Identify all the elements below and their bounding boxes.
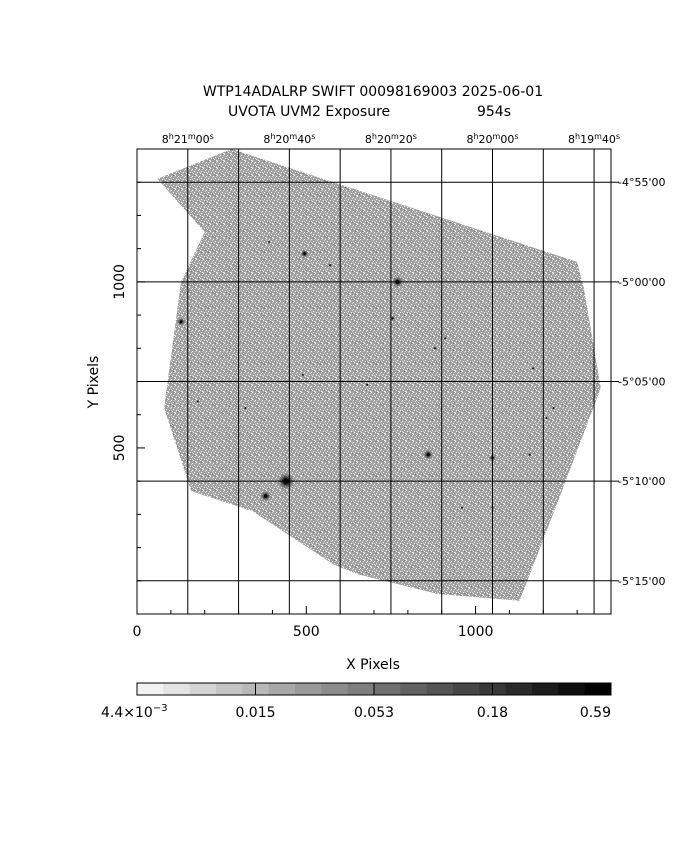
- colorbar-segment: [189, 683, 217, 695]
- y-tick-label: 500: [112, 435, 128, 462]
- x-tick-label: 0: [133, 624, 142, 640]
- source-core-19: [552, 407, 555, 409]
- chart-title-line2-right: 954s: [477, 104, 511, 120]
- colorbar-segment: [558, 683, 586, 695]
- dec-tick-label: -5°00'00: [618, 276, 666, 289]
- colorbar-label: 0.015: [235, 705, 275, 721]
- source-core-21: [302, 373, 304, 376]
- dec-tick-label: -5°10'00: [618, 475, 666, 488]
- colorbar-segment: [163, 683, 191, 695]
- colorbar-segment: [268, 683, 296, 695]
- colorbar-label: 0.053: [354, 705, 394, 721]
- ra-tick-label: 8h19m40s: [568, 132, 620, 146]
- source-core-11: [434, 347, 436, 350]
- source-core-10: [528, 453, 531, 456]
- image-layer: [157, 149, 601, 601]
- colorbar-segment: [374, 683, 401, 695]
- source-core-13: [197, 400, 199, 403]
- source-core-16: [444, 337, 446, 340]
- colorbar-frame: [136, 682, 612, 696]
- source-core-20: [268, 241, 270, 243]
- colorbar: [137, 683, 612, 695]
- source-core-14: [532, 367, 535, 370]
- y-tick-label: 1000: [112, 264, 128, 300]
- colorbar-label: 0.18: [477, 705, 508, 721]
- ra-tick-label: 8h20m00s: [466, 132, 518, 146]
- colorbar-segment: [532, 683, 559, 695]
- ra-tick-label: 8h20m20s: [365, 132, 417, 146]
- chart-title-line2-left: UVOTA UVM2 Exposure: [228, 104, 390, 120]
- source-core-6: [179, 320, 183, 324]
- colorbar-segment: [584, 683, 612, 695]
- source-core-22: [545, 417, 548, 419]
- source-core-3: [303, 252, 306, 255]
- chart-title-line1: WTP14ADALRP SWIFT 00098169003 2025-06-01: [203, 84, 543, 100]
- colorbar-labels: 4.4×10−3 0.015 0.053 0.18 0.59: [101, 703, 611, 721]
- colorbar-segment: [426, 683, 454, 695]
- source-core-9: [329, 264, 331, 267]
- colorbar-segment: [400, 683, 428, 695]
- coordinate-grid: [137, 149, 611, 614]
- colorbar-segment: [137, 683, 164, 695]
- ra-tick-label: 8h21m00s: [162, 132, 214, 146]
- colorbar-segment: [295, 683, 322, 695]
- colorbar-segment: [505, 683, 533, 695]
- colorbar-segment: [453, 683, 480, 695]
- y-axis-label: Y Pixels: [86, 356, 102, 410]
- colorbar-label: 0.59: [580, 705, 611, 721]
- exposure-footprint: [157, 149, 601, 601]
- x-axis-label: X Pixels: [346, 657, 400, 673]
- dec-axis-ticks: -4°55'00 -5°00'00 -5°05'00 -5°10'00 -5°15'00: [611, 176, 666, 588]
- source-core-5: [426, 453, 430, 457]
- dec-tick-label: -5°15'00: [618, 575, 666, 588]
- source-core-8: [391, 317, 394, 320]
- source-core-2: [263, 494, 268, 498]
- colorbar-segment: [321, 683, 349, 695]
- x-tick-label: 1000: [458, 624, 494, 640]
- source-core-17: [366, 383, 369, 386]
- y-axis-ticks: 500 1000: [112, 148, 145, 582]
- colorbar-segment: [347, 683, 375, 695]
- x-tick-label: 500: [293, 624, 320, 640]
- x-axis-ticks: 0 500 1000: [133, 606, 612, 640]
- ra-tick-label: 8h20m40s: [263, 132, 315, 146]
- colorbar-label: 4.4×10−3: [101, 703, 168, 721]
- dec-tick-label: -5°05'00: [618, 376, 666, 389]
- ra-axis-ticks: 8h21m00s 8h20m40s 8h20m20s 8h20m00s 8h19m40s: [162, 132, 620, 146]
- dec-tick-label: -4°55'00: [618, 176, 666, 189]
- source-core-18: [461, 506, 463, 509]
- source-core-15: [244, 407, 247, 409]
- colorbar-segment: [216, 683, 243, 695]
